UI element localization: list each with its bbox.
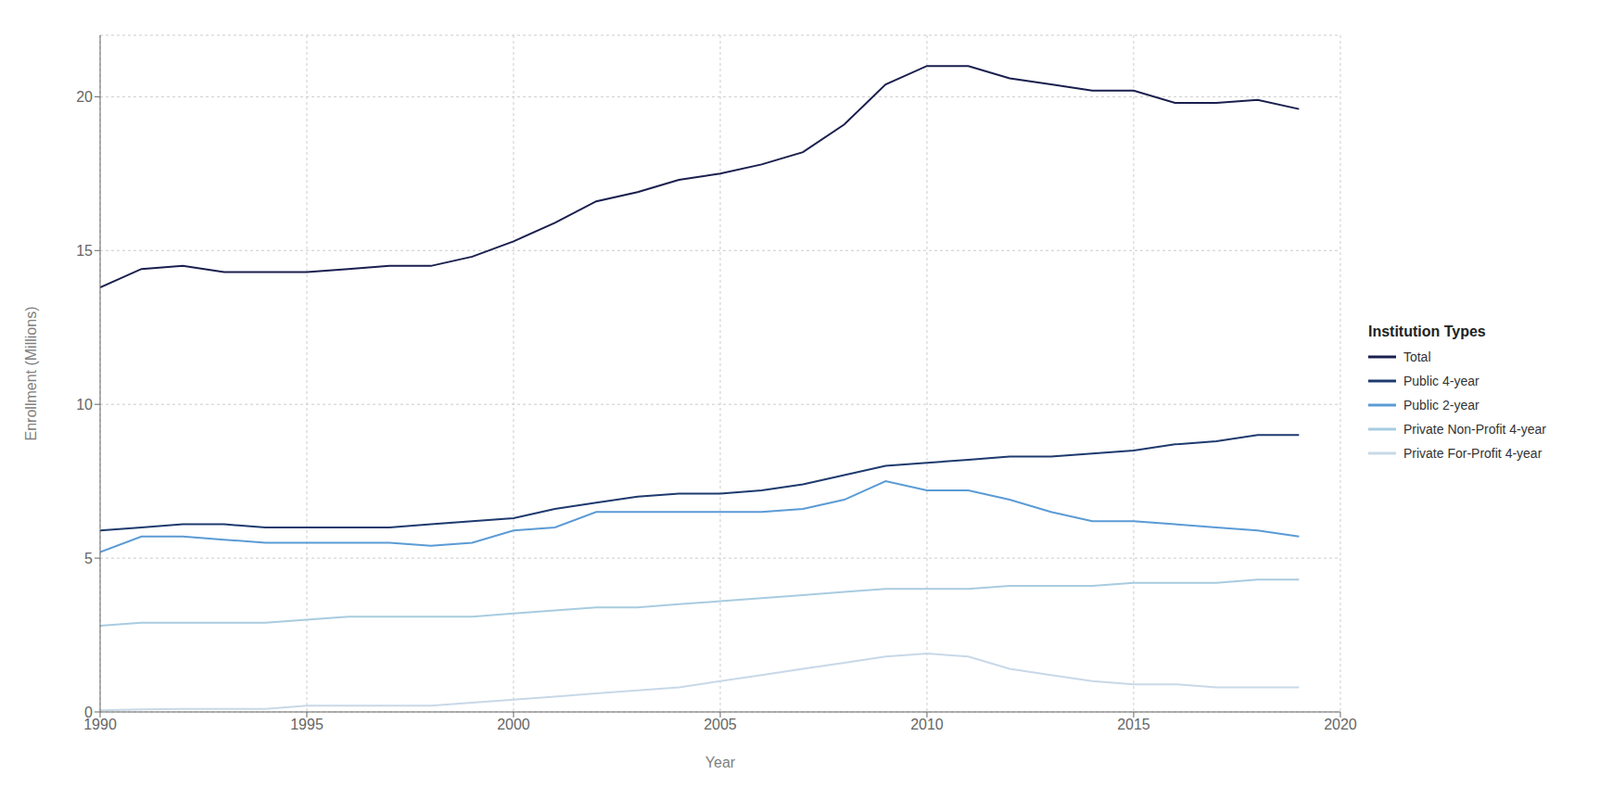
svg-text:Year: Year: [705, 754, 737, 771]
svg-text:1995: 1995: [290, 716, 324, 733]
html-text:Public 4-year: Public 4-year: [1403, 373, 1480, 389]
svg-text:2020: 2020: [1323, 716, 1358, 733]
svg-text:1990: 1990: [83, 716, 117, 733]
svg-text:0: 0: [84, 704, 93, 721]
svg-text:2000: 2000: [496, 716, 531, 733]
svg-text:Enrollment (Millions): Enrollment (Millions): [23, 306, 39, 442]
svg-text:5: 5: [84, 550, 93, 567]
html-text:Total: Total: [1403, 349, 1431, 365]
html-text:Public 2-year: Public 2-year: [1403, 397, 1480, 413]
svg-text:10: 10: [76, 396, 93, 413]
html-text:Private For-Profit 4-year: Private For-Profit 4-year: [1403, 445, 1542, 461]
html-text:Institution Types: Institution Types: [1368, 323, 1486, 340]
svg-text:2010: 2010: [910, 716, 944, 733]
svg-text:15: 15: [76, 242, 93, 259]
svg-text:2005: 2005: [703, 716, 737, 733]
html-text:Private Non-Profit 4-year: Private Non-Profit 4-year: [1403, 421, 1547, 437]
svg-text:20: 20: [76, 88, 93, 105]
svg-text:2015: 2015: [1117, 716, 1151, 733]
